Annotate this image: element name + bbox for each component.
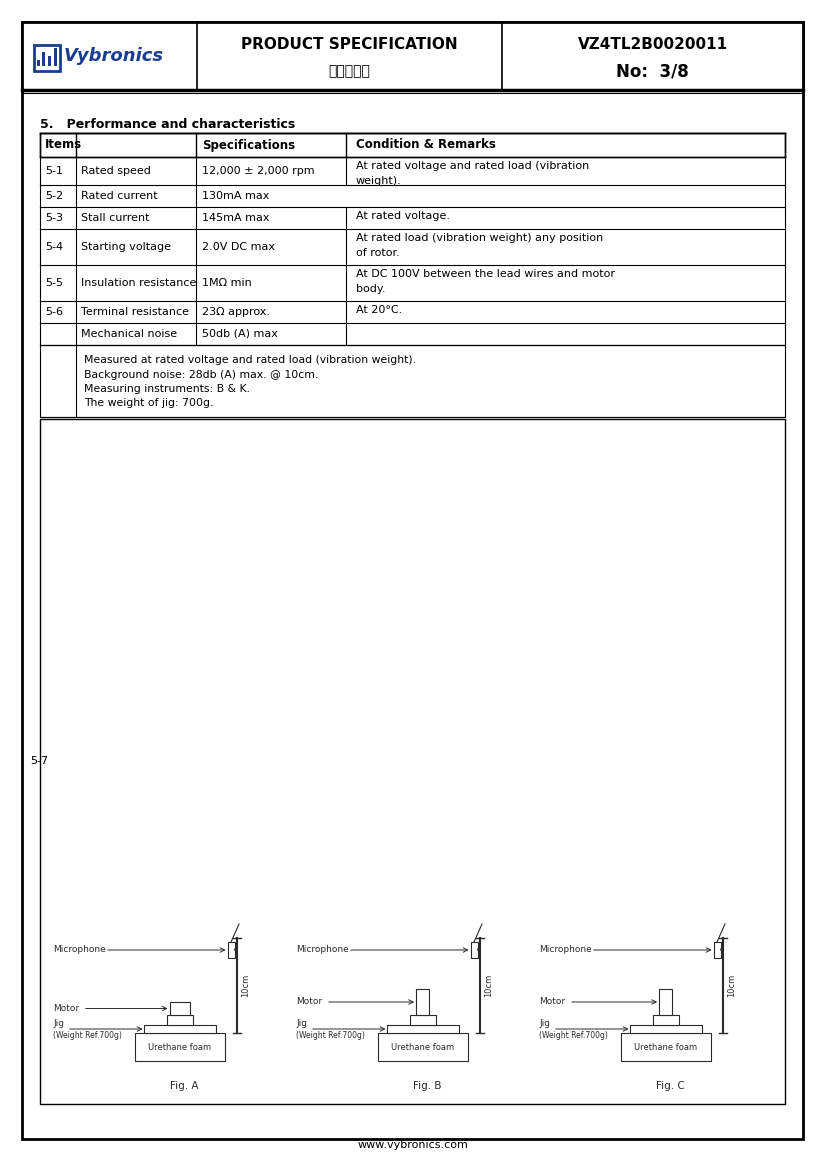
Bar — [659, 988, 672, 1015]
Text: Measuring instruments: B & K.: Measuring instruments: B & K. — [84, 384, 250, 394]
Bar — [40, 133, 785, 158]
Text: At DC 100V between the lead wires and motor
body.: At DC 100V between the lead wires and mo… — [356, 270, 615, 294]
Text: Motor: Motor — [53, 1004, 79, 1013]
Text: Rated current: Rated current — [81, 191, 158, 201]
Bar — [714, 942, 720, 958]
Text: 10cm: 10cm — [242, 974, 251, 997]
Text: Fig. B: Fig. B — [413, 1081, 441, 1091]
Bar — [22, 22, 803, 90]
Text: Jig: Jig — [539, 1019, 550, 1027]
Text: No:  3/8: No: 3/8 — [616, 63, 689, 81]
Bar — [386, 1025, 459, 1033]
Bar — [34, 46, 60, 71]
Text: 2.0V DC max: 2.0V DC max — [202, 242, 275, 252]
Text: 5-5: 5-5 — [45, 278, 63, 288]
Bar — [40, 345, 785, 417]
Bar — [416, 988, 429, 1015]
Bar — [228, 942, 234, 958]
Text: 5-1: 5-1 — [45, 166, 63, 176]
Text: At rated voltage.: At rated voltage. — [356, 211, 450, 221]
Text: Microphone: Microphone — [296, 945, 349, 955]
Text: Rated speed: Rated speed — [81, 166, 151, 176]
Text: At rated load (vibration weight) any position
of rotor.: At rated load (vibration weight) any pos… — [356, 233, 603, 258]
Text: Insulation resistance: Insulation resistance — [81, 278, 196, 288]
Text: At rated voltage and rated load (vibration
weight).: At rated voltage and rated load (vibrati… — [356, 161, 589, 186]
Bar — [134, 1033, 224, 1061]
Text: Condition & Remarks: Condition & Remarks — [356, 139, 496, 152]
Text: (Weight Ref.700g): (Weight Ref.700g) — [296, 1030, 365, 1040]
Bar — [470, 942, 478, 958]
Text: Microphone: Microphone — [539, 945, 592, 955]
Text: Motor: Motor — [539, 998, 565, 1006]
Text: Fig. A: Fig. A — [170, 1081, 199, 1091]
Text: The weight of jig: 700g.: The weight of jig: 700g. — [84, 398, 214, 408]
Text: 5-3: 5-3 — [45, 214, 63, 223]
Bar — [48, 56, 51, 67]
Text: Measured at rated voltage and rated load (vibration weight).: Measured at rated voltage and rated load… — [84, 355, 416, 365]
Text: 5-7: 5-7 — [30, 756, 48, 767]
Text: Stall current: Stall current — [81, 214, 149, 223]
Bar — [40, 419, 785, 1104]
Text: 1MΩ min: 1MΩ min — [202, 278, 252, 288]
Text: Terminal resistance: Terminal resistance — [81, 307, 189, 317]
Text: Background noise: 28db (A) max. @ 10cm.: Background noise: 28db (A) max. @ 10cm. — [84, 370, 318, 379]
Text: 130mA max: 130mA max — [202, 191, 270, 201]
Text: 23Ω approx.: 23Ω approx. — [202, 307, 270, 317]
Text: 5-2: 5-2 — [45, 191, 64, 201]
Text: Starting voltage: Starting voltage — [81, 242, 171, 252]
Bar — [37, 60, 40, 67]
Text: Fig. C: Fig. C — [656, 1081, 685, 1091]
Text: 145mA max: 145mA max — [202, 214, 270, 223]
Text: VZ4TL2B0020011: VZ4TL2B0020011 — [578, 37, 728, 53]
Text: Motor: Motor — [296, 998, 322, 1006]
Text: 10cm: 10cm — [484, 974, 493, 997]
Text: 12,000 ± 2,000 rpm: 12,000 ± 2,000 rpm — [202, 166, 314, 176]
Text: Items: Items — [45, 139, 82, 152]
Bar — [144, 1025, 215, 1033]
Bar — [167, 1015, 192, 1025]
Text: PRODUCT SPECIFICATION: PRODUCT SPECIFICATION — [242, 37, 458, 53]
Text: 5-4: 5-4 — [45, 242, 64, 252]
Text: (Weight Ref.700g): (Weight Ref.700g) — [539, 1030, 608, 1040]
Text: At 20°C.: At 20°C. — [356, 305, 403, 315]
Text: Mechanical noise: Mechanical noise — [81, 329, 177, 338]
Text: 产品规格书: 产品规格书 — [328, 64, 370, 78]
Text: Microphone: Microphone — [53, 945, 106, 955]
Bar — [629, 1025, 701, 1033]
Text: 5-6: 5-6 — [45, 307, 63, 317]
Text: 10cm: 10cm — [728, 974, 737, 997]
Bar — [54, 48, 57, 67]
Text: 5.   Performance and characteristics: 5. Performance and characteristics — [40, 118, 295, 131]
Text: Urethane foam: Urethane foam — [634, 1042, 697, 1051]
Text: Urethane foam: Urethane foam — [391, 1042, 454, 1051]
Text: Jig: Jig — [53, 1019, 64, 1027]
Text: Vybronics: Vybronics — [64, 47, 164, 65]
Text: Urethane foam: Urethane foam — [148, 1042, 211, 1051]
Bar — [169, 1002, 190, 1015]
Bar — [378, 1033, 468, 1061]
Text: www.vybronics.com: www.vybronics.com — [357, 1140, 468, 1149]
Bar — [409, 1015, 436, 1025]
Text: Specifications: Specifications — [202, 139, 295, 152]
Bar — [42, 53, 45, 67]
Text: (Weight Ref.700g): (Weight Ref.700g) — [53, 1030, 122, 1040]
Bar — [620, 1033, 710, 1061]
Text: Jig: Jig — [296, 1019, 307, 1027]
Bar — [653, 1015, 678, 1025]
Text: 50db (A) max: 50db (A) max — [202, 329, 278, 338]
